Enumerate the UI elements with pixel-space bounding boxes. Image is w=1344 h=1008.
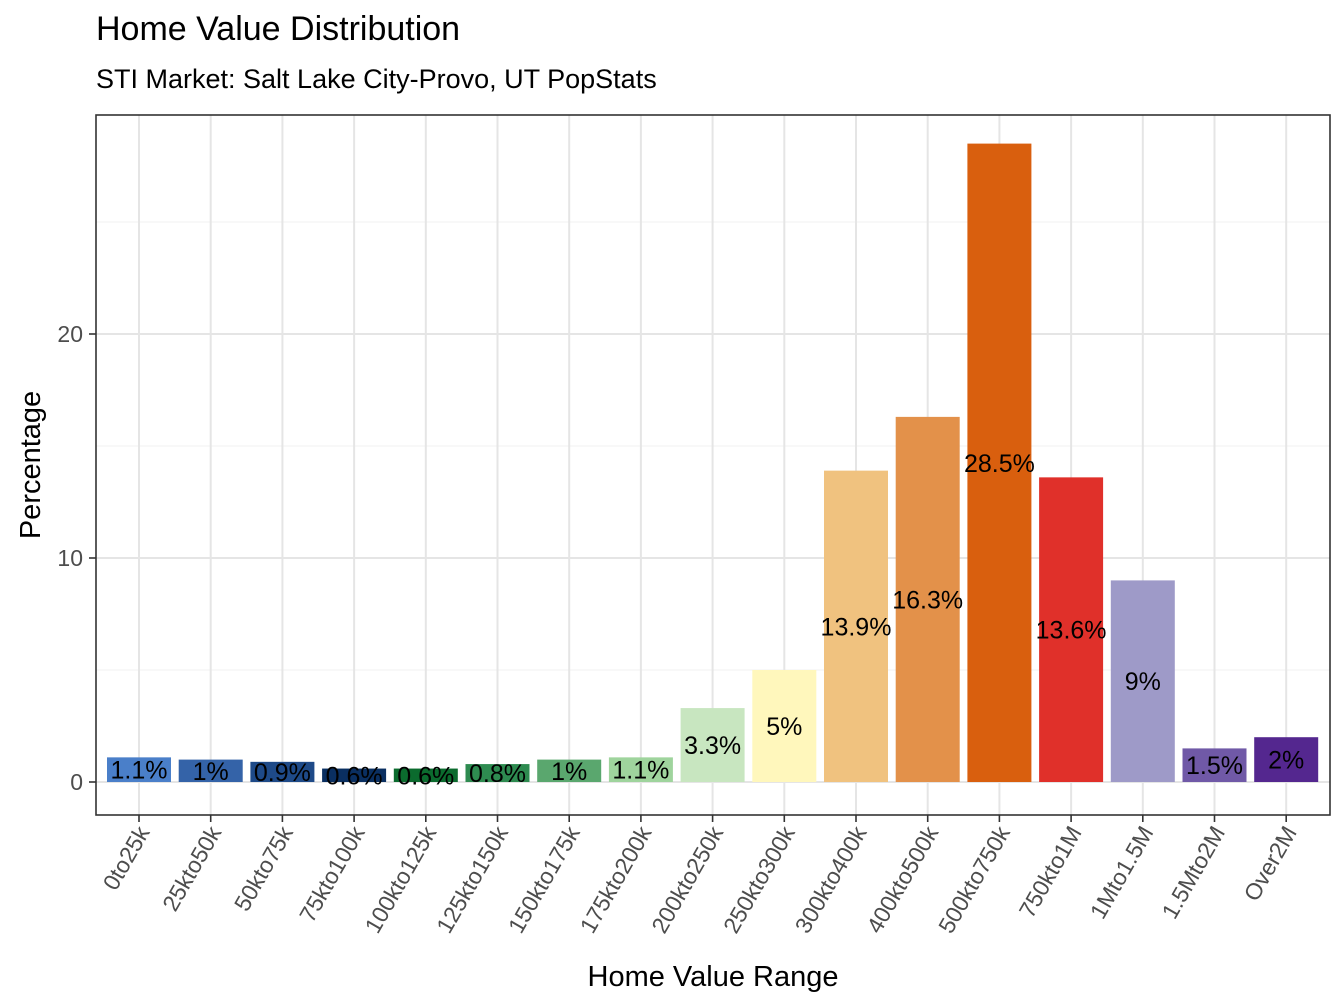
bar-value-label: 2% xyxy=(1268,747,1304,775)
bar-value-label: 1.1% xyxy=(111,757,168,785)
x-tick-label: Over2M xyxy=(1238,822,1301,906)
bar-labels: 1.1% 1% 0.9% 0.6% 0.6% 0.8% 1% 1.1%3.3%5%13.9%1… xyxy=(111,450,1305,790)
x-tick-label: 100kto125k xyxy=(359,821,441,937)
bar-value-label: 16.3% xyxy=(892,586,963,614)
x-tick-label: 250kto300k xyxy=(718,821,800,937)
bar-150kto175k xyxy=(537,759,602,782)
x-tick-label: 175kto200k xyxy=(575,821,657,937)
x-tick-label: 75kto100k xyxy=(294,821,370,926)
bar-value-label: 0.6% xyxy=(326,762,383,790)
bar-400kto500k xyxy=(895,416,960,782)
bar-100kto125k xyxy=(393,768,458,782)
bar-value-label: 28.5% xyxy=(964,450,1035,478)
y-axis-title: Percentage xyxy=(15,391,47,539)
bar-75kto100k xyxy=(322,768,387,782)
bar-value-label: 1.5% xyxy=(1186,752,1243,780)
bar-value-label: 5% xyxy=(766,713,802,741)
bar-value-label: 3.3% xyxy=(684,732,741,760)
bar-value-label: 9% xyxy=(1125,668,1161,696)
bar-175kto200k xyxy=(608,757,673,782)
x-tick-label: 0to25k xyxy=(98,821,155,894)
bar-value-label: 1% xyxy=(193,758,229,786)
bar-50kto75k xyxy=(250,761,315,782)
bar-25kto50k xyxy=(178,759,243,782)
y-tick-label: 0 xyxy=(70,769,83,795)
bar-1.5Mto2M xyxy=(1182,748,1247,782)
y-tick-label: 10 xyxy=(57,545,83,571)
x-tick-label: 25kto50k xyxy=(157,821,226,915)
x-tick-label: 150kto175k xyxy=(503,821,585,937)
chart-subtitle: STI Market: Salt Lake City-Provo, UT Pop… xyxy=(96,64,657,94)
x-tick-label: 50kto75k xyxy=(229,821,298,915)
bar-0to25k xyxy=(107,757,171,782)
bar-value-label: 0.9% xyxy=(254,759,311,787)
x-tick-label: 125kto150k xyxy=(431,821,513,937)
bar-750kto1M xyxy=(1039,477,1104,782)
x-tick-label: 500kto750k xyxy=(933,821,1015,937)
bar-1Mto1.5M xyxy=(1110,580,1175,782)
chart-title: Home Value Distribution xyxy=(96,10,461,48)
bar-125kto150k xyxy=(465,764,530,782)
bar-value-label: 1% xyxy=(551,758,587,786)
bar-500kto750k xyxy=(967,143,1032,783)
x-tick-label: 750kto1M xyxy=(1014,822,1087,922)
x-tick-label: 300kto400k xyxy=(790,821,872,937)
bar-Over2M xyxy=(1254,737,1319,782)
bar-value-label: 13.9% xyxy=(821,613,892,641)
bars xyxy=(107,143,1319,783)
bar-value-label: 1.1% xyxy=(612,757,669,785)
y-tick-label: 20 xyxy=(57,321,83,347)
x-tick-label: 1Mto1.5M xyxy=(1085,822,1159,924)
bar-300kto400k xyxy=(824,470,888,782)
x-axis-title: Home Value Range xyxy=(588,961,839,993)
bar-200kto250k xyxy=(680,708,745,782)
bar-value-label: 0.6% xyxy=(397,762,454,790)
bar-value-label: 0.8% xyxy=(469,760,526,788)
x-tick-label: 1.5Mto2M xyxy=(1156,822,1230,924)
x-tick-label: 400kto500k xyxy=(861,821,943,937)
bar-value-label: 13.6% xyxy=(1036,617,1107,645)
bar-250kto300k xyxy=(752,670,817,782)
x-tick-label: 200kto250k xyxy=(646,821,728,937)
